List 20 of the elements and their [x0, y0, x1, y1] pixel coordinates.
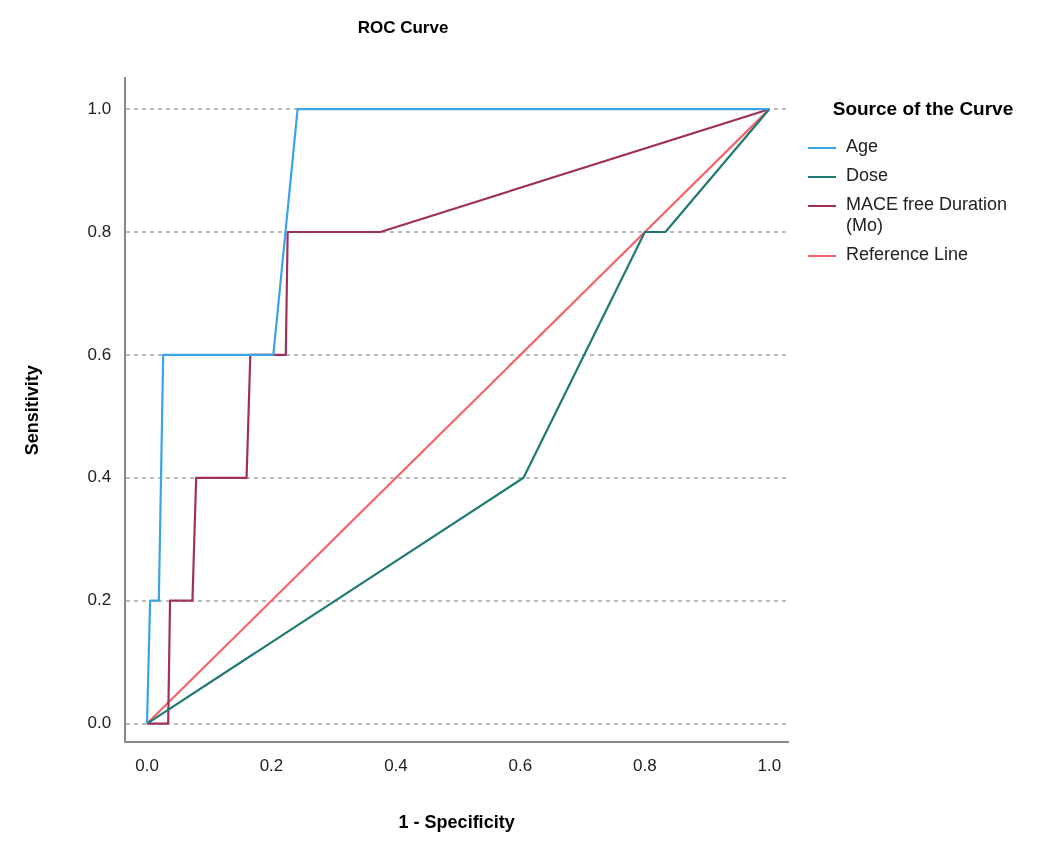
legend-label: MACE free Duration (Mo) — [846, 194, 1009, 236]
legend-label: Age — [846, 136, 880, 157]
x-tick-label: 0.8 — [633, 755, 657, 775]
x-tick-label: 0.2 — [259, 755, 284, 775]
y-axis-title: Sensitivity — [21, 365, 42, 456]
y-tick-label: 0.2 — [87, 590, 112, 610]
y-tick-label: 1.0 — [87, 98, 112, 118]
chart-title: ROC Curve — [357, 17, 449, 37]
x-tick-label: 0.6 — [508, 755, 533, 775]
x-axis-title: 1 - Specificity — [398, 812, 515, 833]
y-tick-label: 0.6 — [87, 344, 112, 364]
x-tick-label: 0.4 — [384, 755, 408, 775]
legend-label: Reference Line — [846, 244, 970, 265]
legend-label: Dose — [846, 165, 890, 186]
x-tick-label: 1.0 — [757, 755, 782, 775]
x-tick-label: 0.0 — [135, 755, 159, 775]
y-tick-label: 0.4 — [87, 467, 112, 487]
y-tick-label: 0.8 — [87, 221, 112, 241]
y-tick-label: 0.0 — [87, 713, 112, 733]
legend-title: Source of the Curve — [831, 98, 1015, 120]
